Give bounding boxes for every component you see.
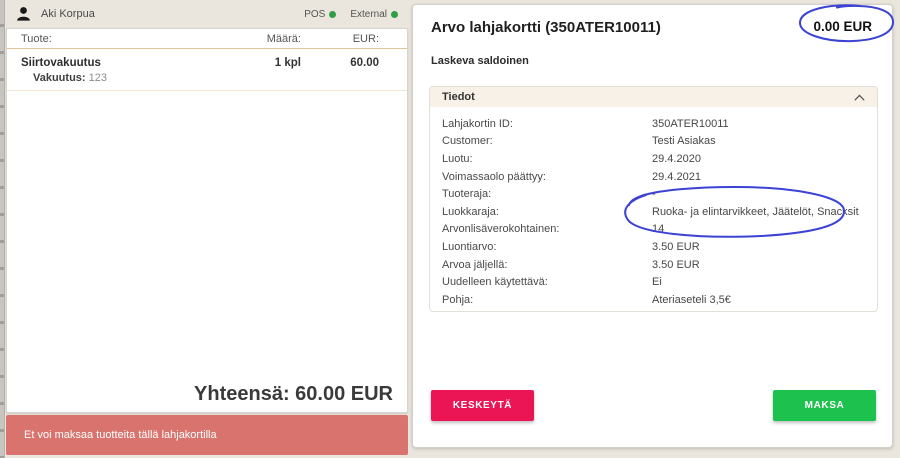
external-status-label: External <box>350 8 387 20</box>
detail-row: Luokkaraja: Ruoka- ja elintarvikkeet, Jä… <box>442 203 865 221</box>
error-banner: Et voi maksaa tuotteita tällä lahjakorti… <box>6 415 408 455</box>
product-detail-value: 123 <box>88 72 107 84</box>
cart-panel: Tuote: Määrä: EUR: Siirtovakuutus Vakuut… <box>6 28 408 413</box>
detail-value: Ei <box>652 276 662 289</box>
detail-row: Uudelleen käytettävä: Ei <box>442 273 865 291</box>
details-section: Tiedot Lahjakortin ID: 350ATER10011 Cust… <box>429 86 878 312</box>
user-name: Aki Korpua <box>41 8 95 20</box>
pos-status: POS <box>304 8 337 20</box>
column-header-quantity: Määrä: <box>266 32 301 45</box>
detail-label: Luotu: <box>442 152 473 165</box>
error-banner-text: Et voi maksaa tuotteita tällä lahjakorti… <box>24 429 217 441</box>
detail-row: Luontiarvo: 3.50 EUR <box>442 238 865 256</box>
detail-value: Testi Asiakas <box>652 135 716 148</box>
detail-value: 3.50 EUR <box>652 258 700 271</box>
detail-label: Luokkaraja: <box>442 205 499 218</box>
gift-card-dialog: Arvo lahjakortti (350ATER10011) 0.00 EUR… <box>412 4 893 448</box>
detail-value: Ateriaseteli 3,5€ <box>652 293 731 306</box>
left-edge-strip <box>0 0 5 458</box>
detail-row: Tuoteraja: - <box>442 185 865 203</box>
detail-label: Luontiarvo: <box>442 240 497 253</box>
detail-label: Arvonlisäverokohtainen: <box>442 223 560 236</box>
user-icon <box>17 7 30 21</box>
details-rows: Lahjakortin ID: 350ATER10011 Customer: T… <box>430 107 877 311</box>
detail-label: Tuoteraja: <box>442 188 492 201</box>
detail-label: Lahjakortin ID: <box>442 117 513 130</box>
chevron-up-icon <box>854 93 865 100</box>
details-section-header[interactable]: Tiedot <box>430 87 877 107</box>
product-detail-label: Vakuutus: <box>33 72 86 84</box>
detail-value: 350ATER10011 <box>652 117 729 130</box>
details-section-title: Tiedot <box>442 91 475 103</box>
user-bar: Aki Korpua POS External <box>6 0 408 28</box>
cart-line-item[interactable]: Siirtovakuutus Vakuutus: 123 1 kpl 60.00 <box>7 49 407 91</box>
detail-label: Uudelleen käytettävä: <box>442 276 548 289</box>
external-status-dot-icon <box>391 10 398 18</box>
cart-total: Yhteensä: 60.00 EUR <box>194 383 393 405</box>
detail-label: Pohja: <box>442 293 474 306</box>
cancel-button[interactable]: KESKEYTÄ <box>431 390 534 421</box>
detail-label: Arvoa jäljellä: <box>442 258 508 271</box>
cart-table-header: Tuote: Määrä: EUR: <box>7 29 407 49</box>
detail-row: Arvoa jäljellä: 3.50 EUR <box>442 256 865 274</box>
detail-value: 29.4.2021 <box>652 170 701 183</box>
product-quantity: 1 kpl <box>274 57 301 69</box>
product-name: Siirtovakuutus <box>21 57 101 69</box>
product-detail: Vakuutus: 123 <box>21 72 221 84</box>
detail-row: Lahjakortin ID: 350ATER10011 <box>442 115 865 133</box>
detail-value: 14 <box>652 223 665 236</box>
detail-row: Pohja: Ateriaseteli 3,5€ <box>442 291 865 309</box>
pos-status-dot-icon <box>329 10 337 18</box>
product-price: 60.00 <box>350 57 379 69</box>
detail-value: - <box>652 188 656 201</box>
detail-row: Luotu: 29.4.2020 <box>442 150 865 168</box>
gift-card-title: Arvo lahjakortti (350ATER10011) <box>431 19 661 36</box>
detail-value: Ruoka- ja elintarvikkeet, Jäätelöt, Snac… <box>652 205 859 218</box>
detail-value: 3.50 EUR <box>652 240 700 253</box>
pos-status-label: POS <box>304 8 326 20</box>
pay-button[interactable]: MAKSA <box>773 390 876 421</box>
detail-row: Voimassaolo päättyy: 29.4.2021 <box>442 168 865 186</box>
column-header-price: EUR: <box>352 32 379 45</box>
detail-row: Customer: Testi Asiakas <box>442 133 865 151</box>
detail-row: Arvonlisäverokohtainen: 14 <box>442 221 865 239</box>
detail-label: Customer: <box>442 135 493 148</box>
detail-value: 29.4.2020 <box>652 152 701 165</box>
external-status: External <box>350 9 398 20</box>
gift-card-subtitle: Laskeva saldoinen <box>431 55 529 67</box>
column-header-product: Tuote: <box>21 32 52 45</box>
detail-label: Voimassaolo päättyy: <box>442 170 546 183</box>
gift-card-balance: 0.00 EUR <box>813 19 872 34</box>
